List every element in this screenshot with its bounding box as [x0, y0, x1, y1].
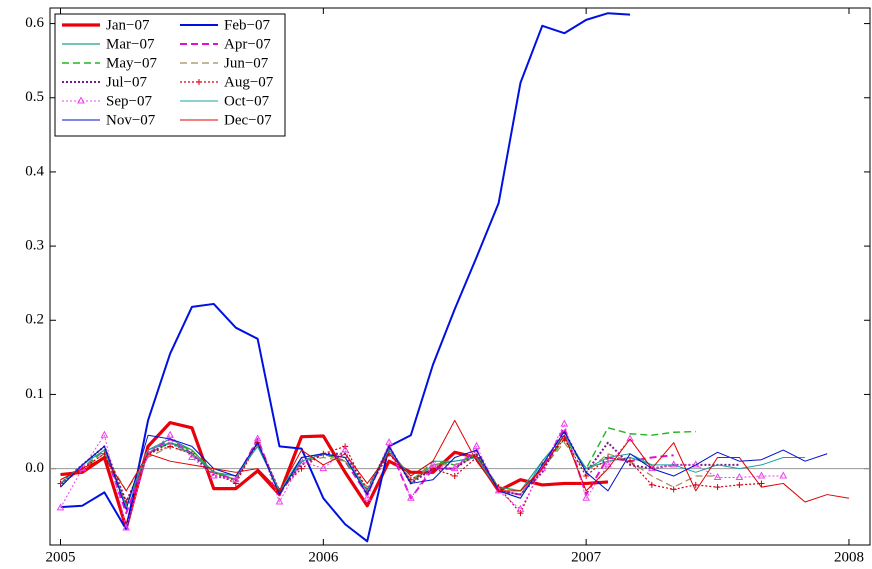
- series-line: [60, 12, 631, 543]
- y-tick-label: 0.5: [25, 89, 44, 105]
- point-marker: [450, 464, 459, 472]
- point-marker: [692, 481, 699, 488]
- series-line: [60, 431, 828, 510]
- point-marker: [627, 458, 634, 465]
- point-marker: [604, 460, 612, 468]
- point-marker: [779, 471, 788, 479]
- point-marker: [122, 523, 131, 531]
- point-marker: [583, 473, 590, 480]
- legend-label: Sep−07: [106, 93, 152, 109]
- legend-label: Nov−07: [106, 112, 156, 128]
- y-tick-label: 0.6: [25, 15, 44, 31]
- plot-frame: [49, 7, 871, 546]
- legend-label: Feb−07: [224, 17, 270, 33]
- point-marker: [385, 438, 393, 446]
- y-tick-label: 0.1: [25, 386, 44, 402]
- point-marker: [231, 475, 240, 483]
- legend-label: Mar−07: [106, 36, 155, 52]
- legend-box: [54, 13, 286, 137]
- legend-marker: [196, 79, 202, 85]
- legend-label: Jan−07: [106, 17, 150, 33]
- legend-label: May−07: [106, 55, 157, 71]
- point-marker: [758, 480, 765, 487]
- legend-label: Jul−07: [106, 74, 147, 90]
- point-marker: [626, 434, 634, 442]
- legend-label: Oct−07: [224, 93, 270, 109]
- legend: Jan−07 Feb−07 Mar−07 Apr−07 May−07 Jun−07 Jul−…: [54, 13, 286, 137]
- point-marker: [670, 486, 677, 493]
- point-marker: [472, 441, 481, 449]
- point-marker: [363, 493, 372, 501]
- point-marker: [669, 460, 678, 468]
- point-marker: [56, 503, 65, 511]
- point-marker: [275, 497, 284, 505]
- point-marker: [735, 472, 744, 481]
- point-marker: [582, 493, 590, 501]
- point-marker: [494, 486, 503, 494]
- point-marker: [757, 471, 766, 479]
- series-line: [60, 419, 850, 503]
- point-marker: [167, 443, 174, 450]
- point-marker: [166, 430, 174, 438]
- point-marker: [253, 434, 262, 442]
- point-marker: [341, 445, 349, 453]
- point-marker: [451, 473, 458, 480]
- point-marker: [516, 504, 525, 512]
- point-marker: [713, 472, 722, 481]
- point-marker: [100, 430, 109, 438]
- x-tick-label: 2007: [571, 549, 602, 565]
- legend-label: Jun−07: [224, 55, 269, 71]
- y-tick-label: 0.4: [25, 163, 44, 179]
- y-tick-label: 0.3: [25, 238, 44, 254]
- x-tick-label: 2005: [46, 549, 76, 565]
- point-marker: [319, 464, 328, 472]
- series-line: [60, 421, 609, 530]
- point-marker: [714, 484, 721, 491]
- point-marker: [209, 471, 218, 479]
- legend-label: Apr−07: [224, 36, 271, 52]
- point-marker: [429, 460, 437, 468]
- x-tick-label: 2008: [834, 549, 864, 565]
- point-marker: [188, 452, 196, 460]
- legend-label: Aug−07: [224, 74, 274, 90]
- y-tick-label: 0.2: [25, 312, 44, 328]
- legend-marker: [77, 96, 85, 104]
- point-marker: [298, 465, 305, 472]
- point-marker: [736, 481, 743, 488]
- point-marker: [648, 481, 655, 488]
- point-marker: [560, 419, 569, 427]
- legend-label: Dec−07: [224, 112, 272, 128]
- y-tick-label: 0.0: [25, 460, 44, 476]
- point-marker: [101, 450, 108, 457]
- x-tick-label: 2006: [308, 549, 339, 565]
- point-marker: [407, 493, 415, 501]
